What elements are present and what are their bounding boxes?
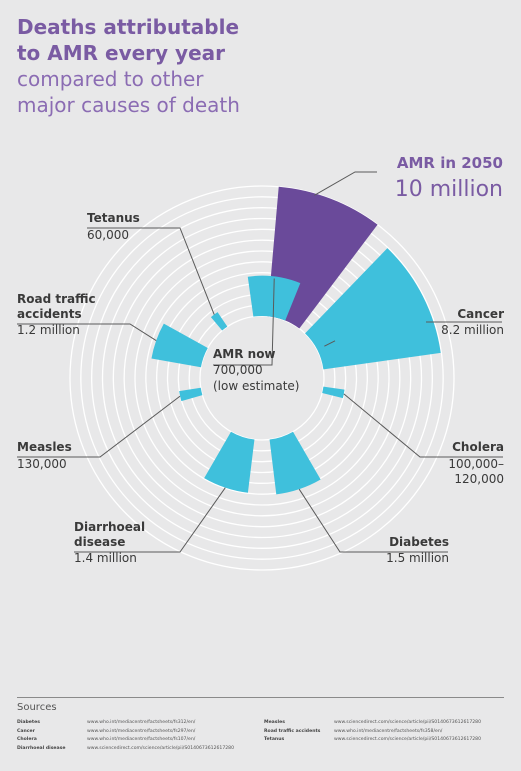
subtitle-line-2: major causes of death: [17, 93, 240, 117]
source-name: Cancer: [17, 728, 35, 734]
center-label-value: 700,000: [213, 363, 263, 377]
leader-cancer-inner: [324, 340, 336, 347]
chart-ring: [112, 228, 412, 528]
leader-tetanus: [87, 227, 215, 315]
label-diarrhoeal-name-2: disease: [74, 535, 125, 549]
label-diabetes-name: Diabetes: [389, 535, 449, 549]
bar-road: [151, 323, 208, 368]
chart-ring: [134, 250, 390, 506]
label-measles-value: 130,000: [17, 457, 67, 471]
bar-diabetes: [269, 431, 321, 495]
chart-ring: [156, 272, 368, 484]
source-row: Measles www.sciencedirect.com/science/art…: [264, 719, 504, 728]
center-label-name: AMR now: [213, 347, 276, 361]
source-url[interactable]: www.sciencedirect.com/science/article/pi…: [87, 745, 235, 751]
chart-rings: [69, 185, 455, 571]
leader-amrnow: [213, 278, 275, 366]
chart-ring: [123, 239, 401, 517]
label-tetanus-value: 60,000: [87, 228, 129, 242]
label-road-value: 1.2 million: [17, 323, 80, 337]
chart-ring: [69, 185, 455, 571]
radial-chart: AMR in 2050 10 million AMR now 700,000 (…: [17, 154, 504, 571]
chart-bars: [151, 186, 441, 495]
chart-ring: [80, 196, 444, 560]
sources-left-column: Diabetes www.who.int/mediacentre/factshee…: [17, 719, 257, 753]
subtitle-line-1: compared to other: [17, 67, 204, 91]
leader-diarrhoeal: [74, 487, 226, 553]
chart-ring: [101, 217, 423, 539]
callout-value: 10 million: [395, 177, 503, 202]
label-diabetes-value: 1.5 million: [386, 551, 449, 565]
leader-measles: [17, 395, 181, 458]
label-cholera-value-1: 100,000–: [448, 457, 504, 471]
chart-ring: [199, 315, 325, 441]
source-name: Diarrhoeal disease: [17, 745, 66, 751]
source-name: Tetanus: [264, 737, 285, 743]
source-row: Cancer www.who.int/mediacentre/factsheets…: [17, 728, 257, 737]
bar-tetanus: [210, 312, 228, 331]
label-diarrhoeal-value: 1.4 million: [74, 551, 137, 565]
bar-cancer: [305, 248, 441, 370]
bar-diarrhoeal: [204, 431, 255, 493]
source-row: Road traffic accidents www.who.int/mediac…: [264, 728, 504, 737]
chart-ring: [91, 207, 433, 549]
source-url[interactable]: www.sciencedirect.com/science/article/pi…: [334, 720, 482, 725]
source-url[interactable]: www.who.int/mediacentre/factsheets/fs107…: [87, 737, 196, 743]
title-line-2: to AMR every year: [17, 41, 225, 65]
label-cholera-name: Cholera: [452, 440, 504, 454]
label-tetanus-name: Tetanus: [87, 211, 140, 225]
sources-section: Sources Diabetes www.who.int/mediacentre/…: [17, 697, 504, 753]
center-label-note: (low estimate): [213, 379, 299, 393]
bar-measles: [179, 387, 203, 402]
source-row: Diarrhoeal disease www.sciencedirect.com/…: [17, 745, 257, 754]
source-url[interactable]: www.sciencedirect.com/science/article/pi…: [334, 737, 482, 743]
leader-amr2050: [314, 171, 377, 196]
leader-road: [17, 323, 157, 341]
label-cancer-name: Cancer: [457, 307, 504, 321]
source-name: Measles: [264, 720, 285, 725]
label-measles-name: Measles: [17, 440, 72, 454]
source-url[interactable]: www.who.int/mediacentre/factsheets/fs358…: [334, 728, 443, 734]
chart-ring: [145, 261, 379, 495]
sources-right-column: Measles www.sciencedirect.com/science/art…: [264, 719, 504, 753]
source-row: Diabetes www.who.int/mediacentre/factshee…: [17, 719, 257, 728]
leader-diabetes: [298, 488, 448, 553]
source-row: Cholera www.who.int/mediacentre/factsheet…: [17, 736, 257, 745]
source-name: Road traffic accidents: [264, 728, 321, 734]
leader-lines: [17, 171, 503, 553]
title-line-1: Deaths attributable: [17, 15, 240, 39]
source-url[interactable]: www.who.int/mediacentre/factsheets/fs312…: [87, 720, 196, 725]
source-url[interactable]: www.who.int/mediacentre/factsheets/fs297…: [87, 728, 196, 734]
sources-heading: Sources: [17, 702, 57, 713]
label-road-name-1: Road traffic: [17, 292, 96, 306]
label-cholera-value-2: 120,000: [454, 472, 504, 486]
label-road-name-2: accidents: [17, 307, 82, 321]
source-name: Diabetes: [17, 720, 40, 725]
callout-name: AMR in 2050: [397, 154, 503, 172]
bar-cholera: [322, 386, 345, 399]
leader-cholera: [343, 393, 503, 458]
label-diarrhoeal-name-1: Diarrhoeal: [74, 520, 145, 534]
source-name: Cholera: [17, 737, 37, 743]
chart-title-block: Deaths attributable to AMR every year co…: [17, 14, 317, 118]
label-cancer-value: 8.2 million: [441, 323, 504, 337]
source-row: Tetanus www.sciencedirect.com/science/art…: [264, 736, 504, 745]
